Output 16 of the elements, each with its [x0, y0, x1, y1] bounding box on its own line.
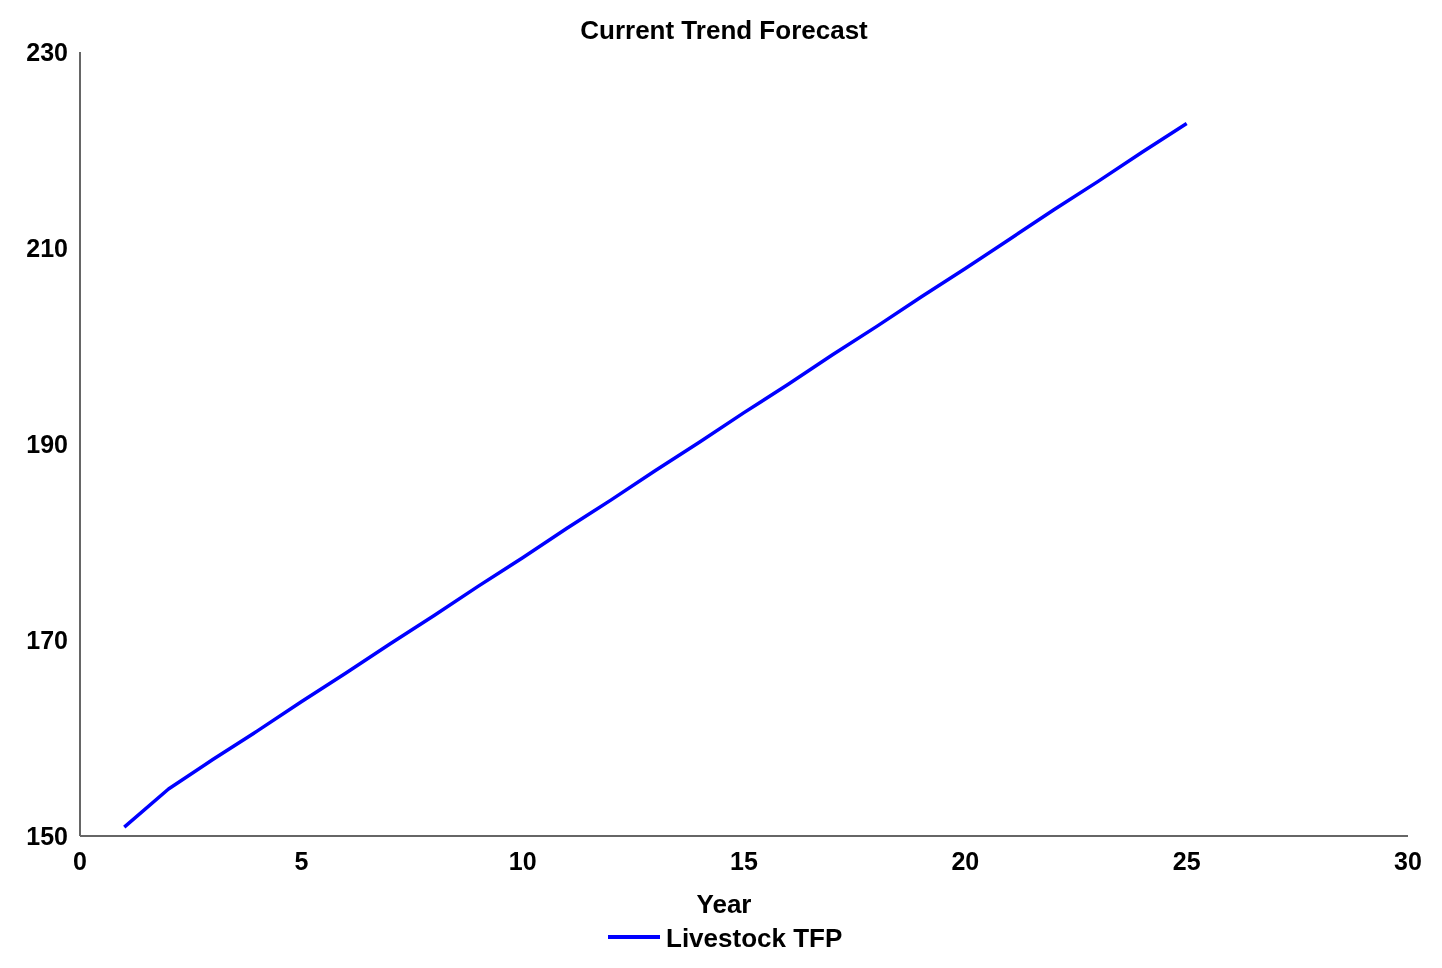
x-tick-label: 0	[73, 847, 87, 875]
y-tick-label: 170	[26, 625, 68, 654]
x-axis-title: Year	[696, 889, 752, 919]
y-tick-label: 210	[26, 233, 68, 262]
x-tick-label: 5	[294, 847, 309, 875]
chart-title: Current Trend Forecast	[580, 15, 869, 45]
x-tick-label: 30	[1394, 847, 1422, 875]
x-tick-label: 15	[730, 847, 758, 875]
x-tick-label: 25	[1172, 847, 1201, 875]
y-tick-label: 230	[26, 37, 68, 66]
line-series	[122, 121, 1189, 829]
y-tick-label: 150	[26, 821, 68, 850]
x-tick-label: 10	[508, 847, 537, 875]
y-tick-label: 190	[26, 429, 68, 458]
legend-label: Livestock TFP	[666, 923, 843, 954]
x-tick-label: 20	[951, 847, 980, 875]
